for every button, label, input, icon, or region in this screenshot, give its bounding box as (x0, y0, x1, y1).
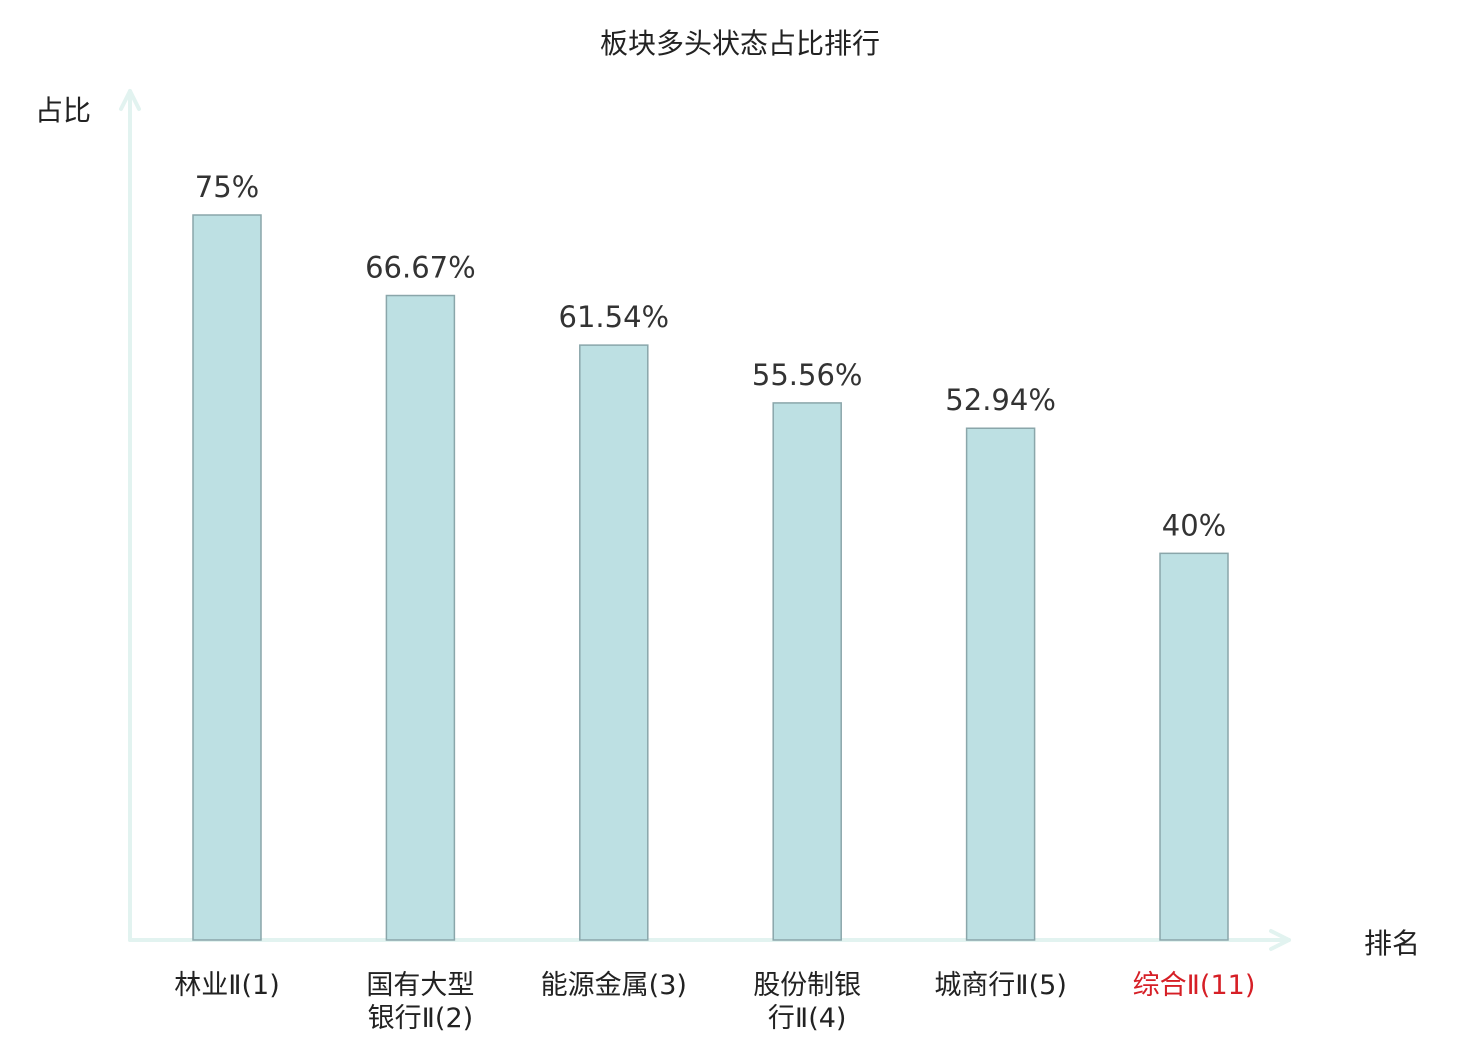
x-tick-label: 国有大型 (366, 970, 474, 1001)
x-tick-label: 行Ⅱ(4) (768, 1003, 847, 1034)
x-tick-label: 城商行Ⅱ(5) (934, 970, 1067, 1001)
bar (965, 427, 1036, 941)
y-axis-arrow (119, 89, 141, 111)
data-label: 66.67% (365, 251, 476, 285)
x-tick-label: 林业Ⅱ(1) (174, 970, 280, 1001)
axes (119, 89, 1291, 951)
x-tick-label: 银行Ⅱ(2) (368, 1003, 474, 1034)
x-tick-label: 综合Ⅱ(11) (1133, 970, 1256, 1001)
x-axis-arrow (1269, 929, 1291, 951)
bar (772, 402, 842, 941)
x-tick-label: 股份制银 (753, 970, 861, 1001)
bar (385, 294, 456, 941)
bar (579, 344, 649, 941)
chart-title: 板块多头状态占比排行 (600, 27, 880, 60)
x-tick-label: 能源金属(3) (541, 970, 687, 1001)
data-label: 40% (1162, 508, 1226, 542)
x-axis-label: 排名 (1364, 927, 1420, 960)
y-axis-label: 占比 (35, 94, 91, 127)
data-label: 61.54% (559, 300, 670, 334)
data-labels: 75% 66.67% 61.54% 55.56% 52.94% 40% (195, 170, 1226, 542)
data-label: 55.56% (752, 358, 863, 392)
data-label: 75% (195, 170, 259, 204)
data-label: 52.94% (945, 383, 1056, 417)
bars (192, 214, 1229, 941)
bar (192, 214, 262, 941)
bar (1159, 552, 1229, 941)
